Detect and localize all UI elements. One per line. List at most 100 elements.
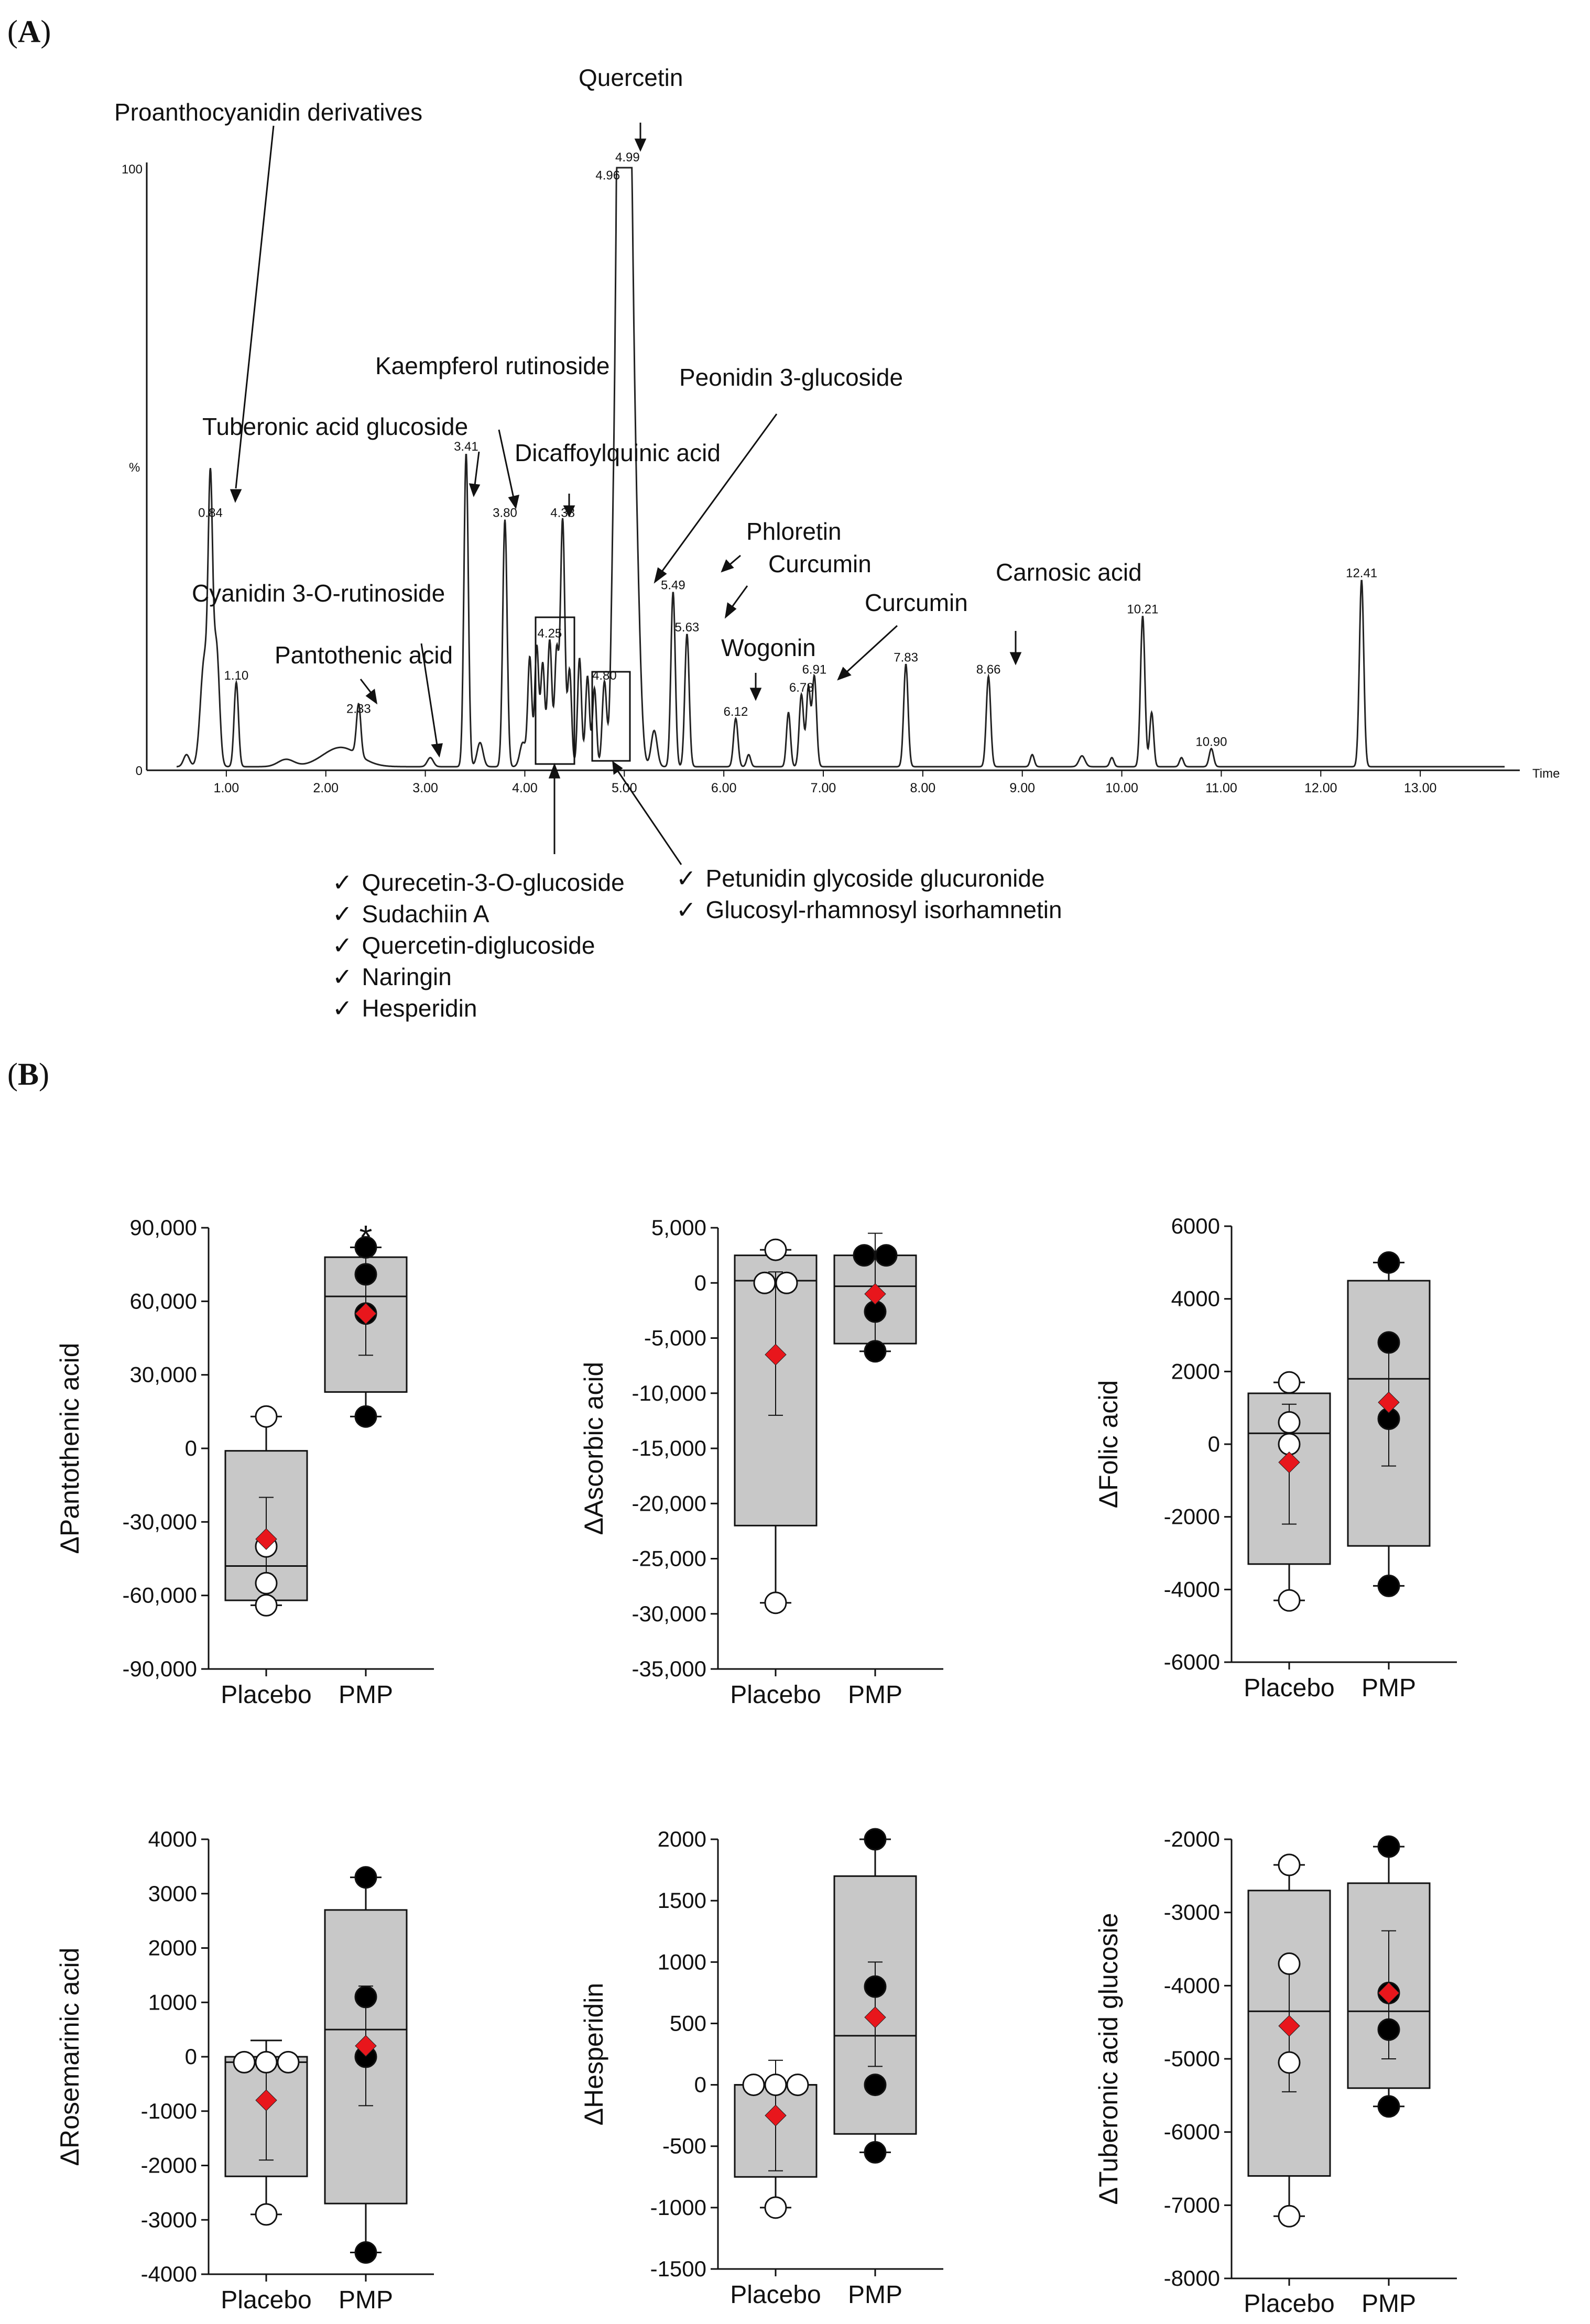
data-point bbox=[764, 1591, 787, 1614]
boxplot-pantothenic: -90,000 -60,000 -30,000 0 30,000 60,000 90,000… bbox=[55, 1215, 434, 1709]
panel-a-label: (A) bbox=[7, 14, 51, 49]
ann-kaempferol-rutinoside: Kaempferol rutinoside bbox=[375, 352, 609, 379]
boxplot-ytick: 1000 bbox=[658, 1949, 706, 1974]
boxplot-rosemarinic: -4000 -3000 -2000 -1000 0 1000 2000 3000 4000 ΔRo… bbox=[55, 1827, 434, 2314]
chromatogram-xtick: 4.00 bbox=[512, 781, 538, 795]
peak-label: 6.78 bbox=[789, 681, 814, 695]
chromatogram-ytick-0: 0 bbox=[136, 764, 143, 778]
data-point bbox=[1377, 1574, 1400, 1597]
data-point bbox=[1278, 1589, 1301, 1612]
boxplot-tuberonic: -8000 -7000 -6000 -5000 -4000 -3000 -2000 ΔTube… bbox=[1094, 1827, 1457, 2318]
boxplot-ytick: 1000 bbox=[148, 1990, 197, 2014]
boxplot-ytick: 5,000 bbox=[651, 1215, 706, 1240]
peak-label: 3.41 bbox=[454, 440, 478, 454]
boxplot-ytick: -5,000 bbox=[644, 1326, 706, 1350]
list-right-item: ✓ Glucosyl-rhamnosyl isorhamnetin bbox=[676, 896, 1062, 923]
boxplot-category-pmp: PMP bbox=[1362, 1674, 1416, 1702]
peak-label: 5.49 bbox=[661, 579, 685, 593]
mean-marker bbox=[255, 1528, 277, 1550]
boxplot-ytick: 0 bbox=[185, 2044, 197, 2069]
chromatogram-xlabel: Time bbox=[1532, 767, 1560, 781]
boxplot-ytick: -15,000 bbox=[632, 1436, 706, 1460]
list-left-item: ✓ Qurecetin-3-O-glucoside bbox=[332, 869, 625, 896]
boxplot-category-pmp: PMP bbox=[1362, 2290, 1416, 2318]
boxplot-ytick: 1500 bbox=[658, 1888, 706, 1913]
boxplot-ytick: -6000 bbox=[1164, 1650, 1220, 1674]
boxplot-ytick: -60,000 bbox=[123, 1583, 197, 1608]
chromatogram-chart: 100 0 % Time 1.00 2.00 3.00 4.00 5.00 6.00 7.0… bbox=[114, 64, 1560, 1022]
mean-marker bbox=[1278, 1451, 1300, 1474]
mean-marker bbox=[1378, 1391, 1400, 1413]
data-point bbox=[255, 2050, 278, 2074]
boxplot-ytick: -2000 bbox=[141, 2153, 197, 2178]
list-left-item: ✓ Naringin bbox=[332, 963, 452, 990]
boxplot-ytick: 0 bbox=[185, 1436, 197, 1460]
highlight-box-right bbox=[591, 671, 631, 762]
data-point bbox=[1377, 1835, 1400, 1858]
boxplot-category-placebo: Placebo bbox=[221, 2286, 311, 2314]
data-point bbox=[742, 2074, 765, 2097]
peak-label: 10.21 bbox=[1127, 603, 1158, 617]
mean-marker bbox=[255, 2089, 277, 2111]
data-point bbox=[853, 1244, 876, 1267]
boxplot-group-placebo bbox=[224, 2039, 308, 2226]
data-point bbox=[864, 1975, 887, 1998]
boxplot-ytick: -7000 bbox=[1164, 2192, 1220, 2217]
boxplot-group-pmp bbox=[833, 1828, 917, 2164]
boxplot-ytick: -30,000 bbox=[632, 1601, 706, 1626]
boxplot-category-pmp: PMP bbox=[848, 1681, 902, 1709]
boxplot-ytick: -1000 bbox=[650, 2195, 706, 2220]
chromatogram-xtick: 2.00 bbox=[313, 781, 339, 795]
boxplot-ascorbic: -35,000 -30,000 -25,000 -20,000 -15,000 -10,0… bbox=[579, 1215, 943, 1709]
boxplot-category-pmp: PMP bbox=[848, 2281, 902, 2309]
chromatogram-xtick: 11.00 bbox=[1205, 781, 1237, 795]
boxplot-ytick: -3000 bbox=[1164, 1900, 1220, 1925]
peak-label: 5.63 bbox=[675, 620, 700, 635]
data-point bbox=[786, 2074, 809, 2097]
list-right: ✓ Petunidin glycoside glucuronide ✓ Glucos… bbox=[676, 865, 1062, 923]
mean-marker bbox=[355, 1303, 377, 1325]
significance-star: * bbox=[360, 1218, 373, 1256]
ann-curcumin-1: Curcumin bbox=[768, 550, 872, 577]
mean-marker bbox=[355, 2035, 377, 2057]
data-point bbox=[753, 1271, 776, 1294]
boxplot-ytick: 0 bbox=[694, 2072, 706, 2097]
chromatogram-xtick: 13.00 bbox=[1404, 781, 1437, 795]
boxplot-ytick: -500 bbox=[662, 2134, 706, 2158]
data-point bbox=[354, 1405, 377, 1428]
boxplot-ytick: 2000 bbox=[148, 1936, 197, 1960]
boxplot-category-placebo: Placebo bbox=[1244, 2290, 1334, 2318]
chromatogram-xtick: 3.00 bbox=[412, 781, 438, 795]
boxplot-ytick: -5000 bbox=[1164, 2046, 1220, 2071]
boxplot-ytick: -8000 bbox=[1164, 2266, 1220, 2290]
data-point bbox=[764, 2196, 787, 2219]
list-left-item: ✓ Hesperidin bbox=[332, 995, 477, 1022]
boxplot-category-placebo: Placebo bbox=[221, 1681, 311, 1709]
annotation-labels: Proanthocyanidin derivatives Quercetin K… bbox=[114, 64, 1142, 669]
chromatogram-ylabel: % bbox=[129, 461, 140, 475]
list-left: ✓ Qurecetin-3-O-glucoside ✓ Sudachiin A ✓ Q… bbox=[332, 869, 625, 1022]
boxplot-ytick: 6000 bbox=[1171, 1214, 1220, 1238]
boxplot-folic: -6000 -4000 -2000 0 2000 4000 6000 ΔFolic acid P… bbox=[1094, 1214, 1457, 1702]
boxplot-ytick: -30,000 bbox=[123, 1509, 197, 1534]
boxplot-ytick: -6000 bbox=[1164, 2120, 1220, 2144]
data-point bbox=[1278, 2205, 1301, 2228]
boxplot-category-pmp: PMP bbox=[339, 1681, 393, 1709]
chromatogram-xtick: 7.00 bbox=[811, 781, 836, 795]
chromatogram-xtick: 12.00 bbox=[1304, 781, 1337, 795]
boxplot-group-placebo bbox=[734, 1238, 818, 1614]
peak-label: 7.83 bbox=[894, 651, 918, 665]
boxplot-ytick: 4000 bbox=[148, 1827, 197, 1851]
mean-marker bbox=[765, 1344, 787, 1366]
data-point bbox=[864, 2074, 887, 2097]
boxplot-ytick: -3000 bbox=[141, 2207, 197, 2232]
peak-label: 1.10 bbox=[224, 669, 249, 683]
peak-label: 4.99 bbox=[615, 150, 640, 165]
chromatogram-xtick: 1.00 bbox=[214, 781, 239, 795]
boxplot-group-placebo bbox=[1247, 1371, 1331, 1612]
boxplot-grid: -90,000 -60,000 -30,000 0 30,000 60,000 90,000… bbox=[55, 1214, 1457, 2318]
list-right-item: ✓ Petunidin glycoside glucuronide bbox=[676, 865, 1045, 892]
boxplot-group-pmp bbox=[324, 1866, 408, 2264]
ann-peonidin-3-glucoside: Peonidin 3-glucoside bbox=[679, 364, 903, 391]
data-point bbox=[864, 2141, 887, 2164]
